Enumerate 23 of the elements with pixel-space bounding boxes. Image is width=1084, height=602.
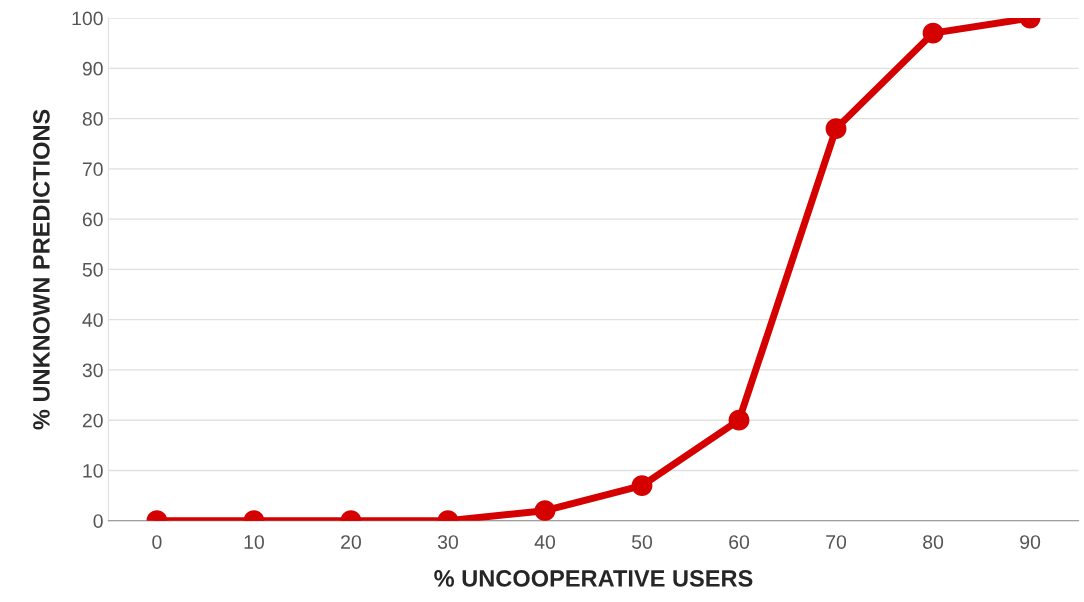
- y-tick-label: 70: [82, 162, 103, 177]
- y-tick-label: 40: [82, 313, 103, 327]
- x-tick-label: 0: [152, 535, 162, 549]
- x-tick-label: 40: [534, 535, 556, 549]
- x-tick-label: 90: [1020, 535, 1041, 549]
- y-tick-label: 20: [82, 413, 103, 428]
- y-tick-label: 50: [82, 262, 103, 277]
- y-tick-label: 90: [82, 61, 103, 76]
- y-tick-label: 10: [83, 463, 103, 478]
- y-tick-label: 30: [82, 363, 103, 378]
- x-tick-label: 70: [826, 535, 847, 549]
- x-tick-label: 20: [341, 535, 361, 549]
- x-tick-label: 50: [631, 535, 653, 549]
- y-axis-title: % UNKNOWN PREDICTIONS: [33, 109, 50, 430]
- y-tick-label: 100: [72, 11, 103, 26]
- x-tick-label: 80: [923, 535, 944, 549]
- x-axis-title: % UNCOOPERATIVE USERS: [434, 570, 753, 587]
- y-tick-label: 60: [82, 212, 103, 227]
- x-tick-label: 30: [437, 535, 459, 549]
- x-tick-label: 60: [729, 535, 750, 549]
- x-tick-label: 10: [244, 535, 264, 549]
- y-tick-label: 80: [82, 112, 103, 126]
- y-tick-label: 0: [93, 514, 103, 528]
